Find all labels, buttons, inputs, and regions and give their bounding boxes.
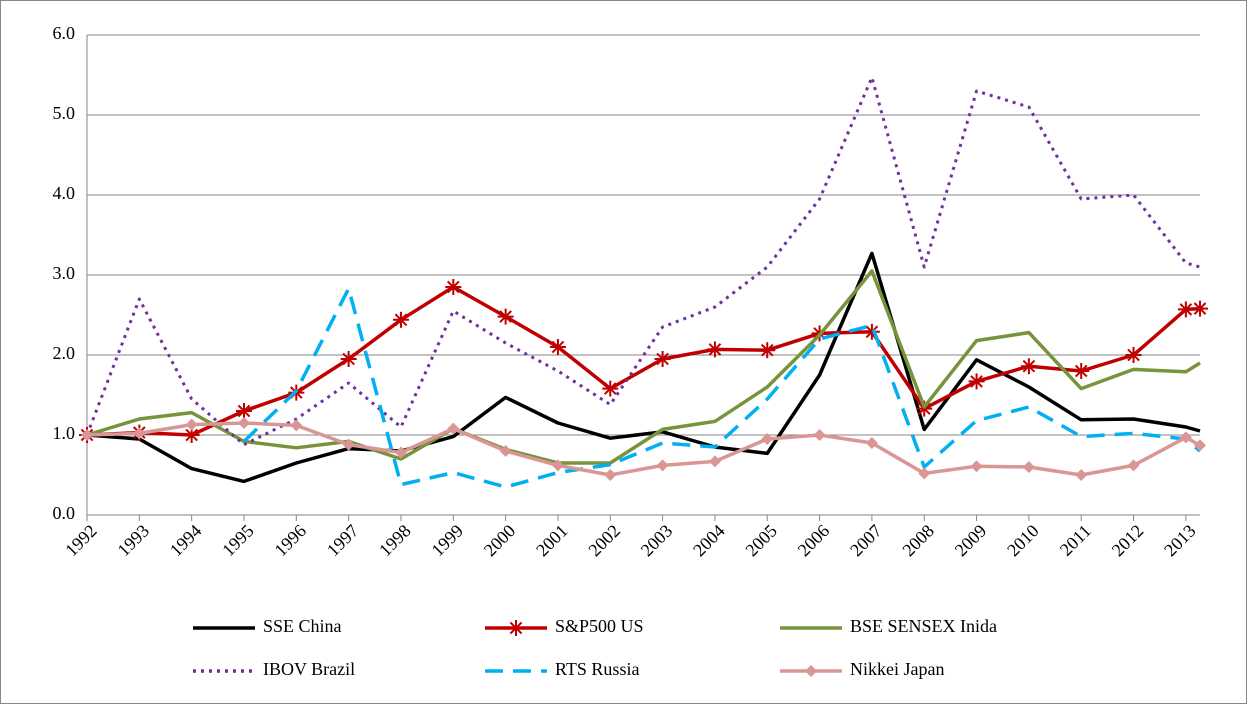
marker xyxy=(759,342,776,359)
marker xyxy=(81,429,93,441)
marker-stroke xyxy=(1127,348,1140,362)
legend-label: IBOV Brazil xyxy=(263,659,355,679)
marker xyxy=(185,418,198,431)
y-tick-label: 3.0 xyxy=(53,263,76,283)
marker xyxy=(1179,431,1192,444)
y-tick-label: 5.0 xyxy=(53,103,76,123)
marker xyxy=(237,417,250,429)
marker xyxy=(968,373,985,390)
marker-stroke xyxy=(509,621,523,635)
marker-stroke xyxy=(499,310,512,323)
series-line xyxy=(86,269,1201,465)
y-tick-label: 0.0 xyxy=(53,503,76,523)
y-tick-label: 4.0 xyxy=(53,183,76,203)
legend-marker xyxy=(508,620,524,636)
marker xyxy=(604,469,617,481)
marker-stroke xyxy=(603,382,617,395)
marker xyxy=(235,403,252,419)
marker xyxy=(656,459,669,472)
marker xyxy=(970,460,983,473)
marker xyxy=(342,438,355,451)
marker-stroke xyxy=(1193,302,1207,315)
marker xyxy=(497,308,514,325)
marker-stroke xyxy=(1022,359,1036,373)
marker-stroke xyxy=(1074,364,1088,378)
marker xyxy=(1075,469,1088,481)
series-line xyxy=(86,251,1201,484)
y-tick-label: 2.0 xyxy=(53,343,76,363)
marker xyxy=(708,455,721,468)
marker xyxy=(654,351,671,367)
marker-stroke xyxy=(551,340,565,354)
legend-marker xyxy=(805,665,817,677)
legend-label: SSE China xyxy=(263,616,342,636)
marker xyxy=(918,467,931,480)
marker xyxy=(549,339,566,355)
legend-label: S&P500 US xyxy=(555,616,644,636)
marker xyxy=(1194,439,1206,452)
marker xyxy=(1022,461,1035,473)
marker-stroke xyxy=(865,325,879,339)
marker xyxy=(1125,347,1142,363)
marker-stroke xyxy=(237,404,251,418)
marker xyxy=(1192,300,1208,317)
marker xyxy=(706,341,723,358)
marker xyxy=(1020,358,1037,375)
marker-stroke xyxy=(394,313,408,327)
marker-stroke xyxy=(656,352,669,366)
marker xyxy=(445,279,462,295)
marker-stroke xyxy=(446,280,460,294)
marker xyxy=(865,437,878,449)
marker xyxy=(133,427,146,440)
marker xyxy=(1177,301,1194,318)
marker xyxy=(340,351,357,367)
marker-stroke xyxy=(708,343,722,356)
marker xyxy=(394,446,407,459)
marker xyxy=(551,459,564,472)
marker-stroke xyxy=(760,343,774,357)
legend-label: Nikkei Japan xyxy=(850,659,944,679)
marker xyxy=(813,429,826,441)
marker xyxy=(499,445,512,457)
legend-label: RTS Russia xyxy=(555,659,639,679)
series-line xyxy=(85,75,1201,447)
series-line xyxy=(242,286,1202,489)
y-tick-label: 1.0 xyxy=(53,423,76,443)
marker xyxy=(761,433,774,445)
marker-stroke xyxy=(185,428,198,442)
marker xyxy=(447,422,460,435)
legend-label: BSE SENSEX Inida xyxy=(850,616,997,636)
marker-stroke xyxy=(342,352,355,366)
marker xyxy=(1127,459,1140,472)
marker xyxy=(1073,363,1090,379)
y-tick-label: 6.0 xyxy=(53,23,76,43)
marker xyxy=(392,311,409,328)
marker xyxy=(602,380,619,397)
marker xyxy=(290,419,303,432)
marker-stroke xyxy=(1179,303,1193,316)
marker-stroke xyxy=(970,375,983,388)
